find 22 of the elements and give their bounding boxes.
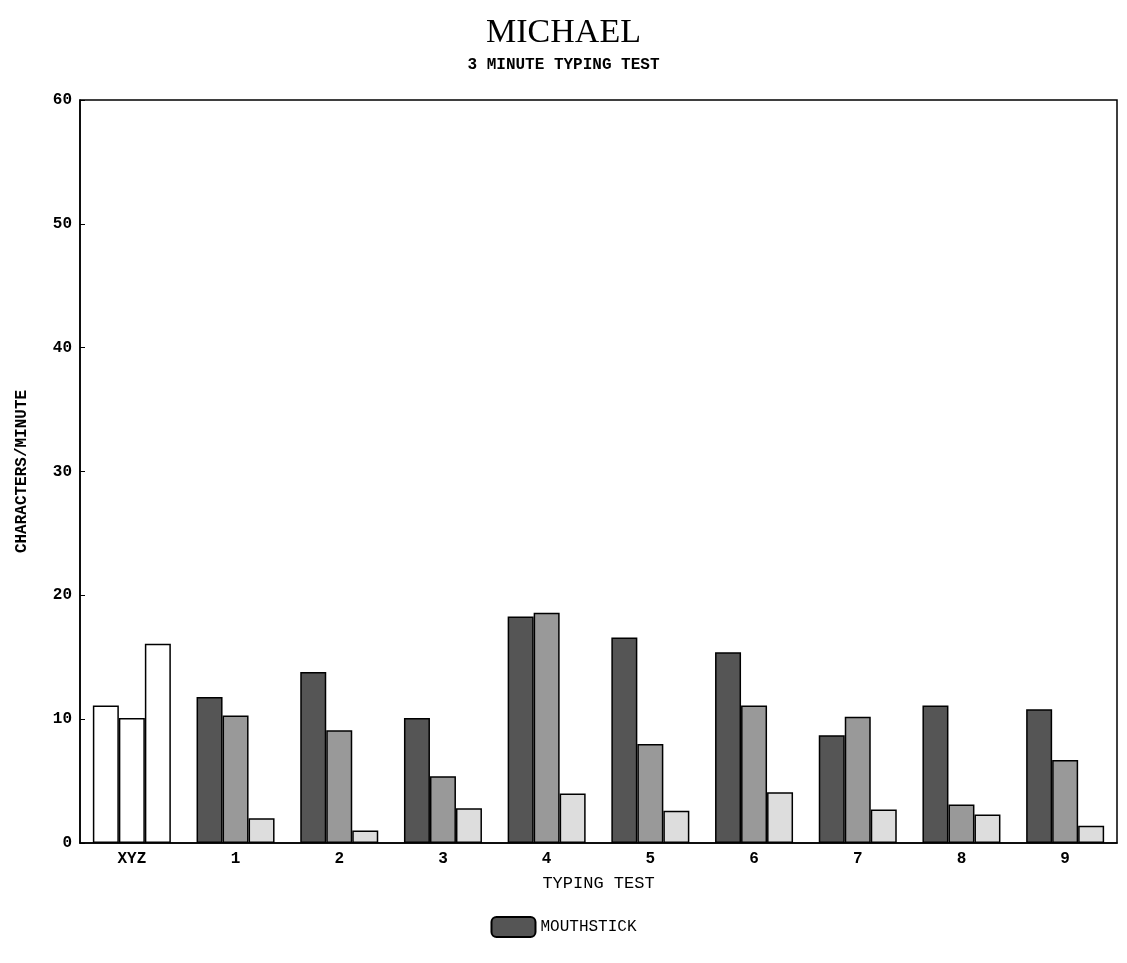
x-axis-title: TYPING TEST bbox=[542, 874, 655, 893]
x-tick-label: 9 bbox=[1060, 850, 1070, 868]
x-tick-label: 6 bbox=[749, 850, 759, 868]
x-tick-label: 8 bbox=[956, 850, 967, 868]
y-tick-label: 30 bbox=[52, 462, 72, 481]
x-tick-label: 1 bbox=[230, 850, 241, 868]
y-tick-label: 20 bbox=[52, 586, 72, 605]
x-tick-label: 2 bbox=[334, 850, 345, 868]
x-tick-label: 3 bbox=[438, 850, 448, 868]
x-tick-label: 4 bbox=[541, 850, 552, 868]
x-tick-label: 7 bbox=[852, 850, 863, 868]
x-tick-label: XYZ bbox=[117, 850, 147, 868]
chart-title: MICHAEL bbox=[486, 11, 641, 49]
y-tick-label: 0 bbox=[62, 834, 72, 852]
y-tick-label: 40 bbox=[52, 338, 72, 357]
chart-subtitle: 3 MINUTE TYPING TEST bbox=[467, 56, 660, 74]
y-tick-label: 60 bbox=[52, 91, 72, 109]
legend-label: MOUTHSTICK bbox=[540, 918, 637, 936]
y-axis-title: CHARACTERS/MINUTE bbox=[13, 389, 31, 554]
y-tick-label: 10 bbox=[52, 710, 72, 729]
x-tick-label: 5 bbox=[645, 850, 656, 868]
y-tick-label: 50 bbox=[52, 214, 72, 233]
